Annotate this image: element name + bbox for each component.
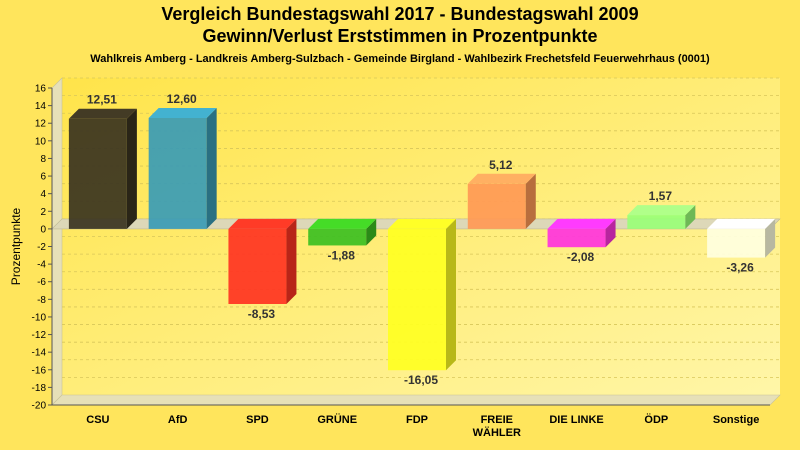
x-tick-label: ÖDP bbox=[644, 413, 668, 426]
data-label: -2,08 bbox=[567, 250, 595, 264]
bar-top bbox=[627, 205, 696, 216]
bar-front bbox=[388, 228, 446, 371]
plot-floor bbox=[51, 394, 781, 406]
bar-front bbox=[467, 183, 526, 229]
bar-side bbox=[605, 218, 616, 248]
bar-front bbox=[627, 215, 686, 229]
x-tick-label: FDP bbox=[406, 414, 428, 426]
y-tick-label: -20 bbox=[32, 401, 47, 412]
y-tick-label: -8 bbox=[37, 295, 46, 306]
bar-side bbox=[765, 218, 776, 258]
data-label: -3,26 bbox=[726, 261, 754, 275]
y-tick-label: -12 bbox=[32, 330, 47, 341]
bar-fdp bbox=[388, 218, 456, 371]
y-tick-label: 2 bbox=[40, 207, 46, 218]
y-tick-label: -14 bbox=[32, 348, 47, 359]
y-tick-label: 14 bbox=[35, 101, 47, 112]
plot-side-wall bbox=[51, 77, 63, 406]
data-label: 12,60 bbox=[167, 92, 197, 106]
y-tick-label: 6 bbox=[40, 172, 46, 183]
y-tick-label: -18 bbox=[32, 383, 47, 394]
y-tick-label: 12 bbox=[35, 119, 47, 130]
y-tick-label: 10 bbox=[35, 136, 47, 147]
bar-side bbox=[525, 173, 536, 229]
x-tick-label: Sonstige bbox=[713, 414, 759, 426]
bar-side bbox=[366, 218, 377, 246]
data-label: -16,05 bbox=[404, 373, 438, 387]
data-label: 1,57 bbox=[649, 189, 673, 203]
y-tick-label: -16 bbox=[32, 365, 47, 376]
x-tick-label: GRÜNE bbox=[317, 413, 357, 426]
bar-front bbox=[68, 118, 127, 229]
bar-freie-wähler bbox=[467, 173, 536, 229]
y-tick-label: -6 bbox=[37, 277, 46, 288]
data-label: 12,51 bbox=[87, 93, 117, 107]
y-tick-label: 16 bbox=[35, 84, 47, 95]
chart-title-line2: Gewinn/Verlust Erststimmen in Prozentpun… bbox=[202, 26, 598, 46]
bar-front bbox=[148, 117, 207, 229]
x-tick-label: CSU bbox=[86, 414, 109, 426]
bar-top bbox=[547, 218, 616, 229]
bar-side bbox=[206, 107, 217, 229]
chart-title-line1: Vergleich Bundestagswahl 2017 - Bundesta… bbox=[161, 4, 639, 24]
data-label: -1,88 bbox=[328, 248, 356, 262]
y-tick-label: 0 bbox=[40, 224, 46, 235]
bar-side bbox=[126, 108, 137, 229]
bar-top bbox=[467, 173, 536, 184]
chart-subtitle: Wahlkreis Amberg - Landkreis Amberg-Sulz… bbox=[90, 53, 710, 65]
bar-side bbox=[685, 205, 696, 229]
bar-top bbox=[388, 218, 456, 229]
bar-top bbox=[228, 218, 297, 229]
bar-front bbox=[308, 228, 367, 246]
bar-die-linke bbox=[547, 218, 616, 248]
bar-csu bbox=[68, 108, 137, 229]
x-tick-label: WÄHLER bbox=[473, 426, 521, 439]
bar-grüne bbox=[308, 218, 377, 246]
y-axis-label: Prozentpunkte bbox=[9, 207, 23, 285]
bar-spd bbox=[228, 218, 297, 305]
bar-sonstige bbox=[707, 218, 776, 258]
bar-front bbox=[228, 228, 287, 305]
data-label: 5,12 bbox=[489, 158, 513, 172]
bar-top bbox=[308, 218, 377, 229]
x-tick-label: AfD bbox=[168, 414, 188, 426]
y-tick-label: -4 bbox=[37, 260, 46, 271]
bar-side bbox=[286, 218, 297, 305]
bar-afd bbox=[148, 107, 217, 229]
bar-ödp bbox=[627, 205, 696, 229]
data-label: -8,53 bbox=[248, 307, 276, 321]
y-tick-label: 8 bbox=[40, 154, 46, 165]
y-tick-label: 4 bbox=[40, 189, 46, 200]
x-tick-label: FREIE bbox=[481, 414, 513, 426]
y-tick-label: -10 bbox=[32, 312, 47, 323]
bar-front bbox=[707, 228, 766, 258]
x-tick-label: DIE LINKE bbox=[549, 414, 603, 426]
bar-top bbox=[68, 108, 137, 119]
bar-top bbox=[707, 218, 776, 229]
y-tick-label: -2 bbox=[37, 242, 46, 253]
bar-front bbox=[547, 228, 606, 248]
bar-top bbox=[148, 107, 217, 118]
x-tick-label: SPD bbox=[246, 414, 269, 426]
bar-side bbox=[446, 218, 456, 371]
